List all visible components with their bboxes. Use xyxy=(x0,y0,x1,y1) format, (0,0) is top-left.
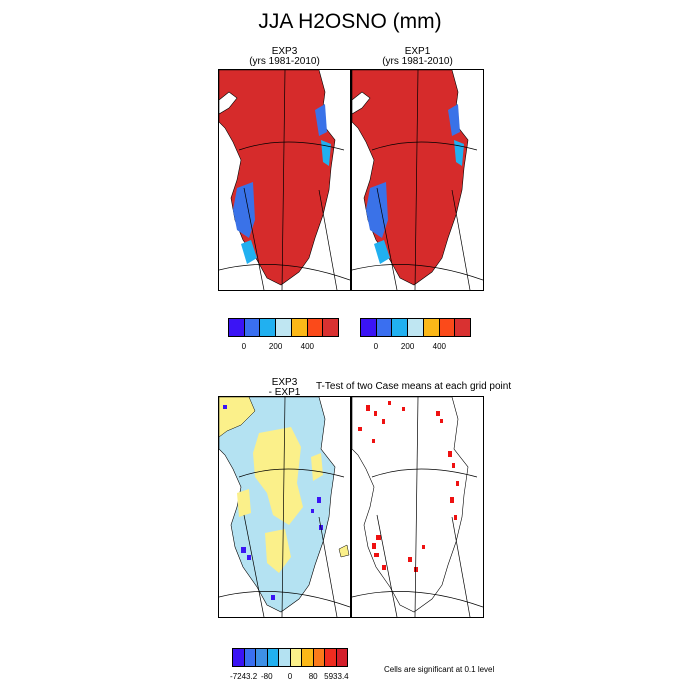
colorbar-exp1 xyxy=(360,318,471,337)
colorbar-exp1-labels: 0 200 400 xyxy=(360,342,471,352)
panel-exp3-line1: EXP3 xyxy=(271,46,298,57)
cb-diff-swatch-4 xyxy=(279,649,291,666)
significance-note: Cells are significant at 0.1 level xyxy=(384,665,495,674)
panel-diff-line1: EXP3 xyxy=(271,377,298,388)
cb-diff-swatch-0 xyxy=(233,649,245,666)
cb-exp3-swatch-4 xyxy=(291,319,308,336)
cb-diff-swatch-1 xyxy=(244,649,256,666)
panel-exp1-line1: EXP1 xyxy=(404,46,431,57)
diff-southern-patch xyxy=(265,529,291,573)
diff-east-patch xyxy=(311,453,323,481)
cb-diff-swatch-6 xyxy=(302,649,314,666)
cb-exp3-swatch-1 xyxy=(244,319,261,336)
cb-exp1-swatch-0 xyxy=(361,319,377,336)
cb-diff-swatch-5 xyxy=(290,649,302,666)
map-exp1 xyxy=(352,70,483,290)
cb-diff-label-zero: 0 xyxy=(287,672,293,681)
exp3-west-margin-blue xyxy=(233,182,255,238)
cb-exp1-swatch-5 xyxy=(439,319,456,336)
map-panel-ttest xyxy=(351,396,484,618)
cb-exp1-swatch-2 xyxy=(392,319,409,336)
cb-diff-label-80: 80 xyxy=(308,672,318,681)
map-panel-diff xyxy=(218,396,351,618)
exp1-snow-cover xyxy=(352,70,469,286)
cb-diff-swatch-2 xyxy=(256,649,268,666)
map-panel-exp1 xyxy=(351,69,484,291)
ttest-title: T-Test of two Case means at each grid po… xyxy=(316,381,512,392)
map-diff xyxy=(219,397,350,617)
panel-exp1-line2: (yrs 1981-2010) xyxy=(382,56,453,67)
cb-exp1-swatch-4 xyxy=(423,319,440,336)
exp3-snow-cover xyxy=(219,70,336,286)
ttest-graticule-lon xyxy=(376,397,471,617)
diff-central-patch xyxy=(253,427,303,525)
panel-diff-line2: - EXP1 xyxy=(268,387,301,398)
exp3-east-margin-blue xyxy=(315,104,327,136)
cb-exp1-label-0: 0 xyxy=(373,342,379,351)
cb-diff-swatch-9 xyxy=(336,649,347,666)
colorbar-diff xyxy=(232,648,348,667)
cb-diff-label-neg80: -80 xyxy=(261,672,273,681)
cb-diff-label-max: 5933.4 xyxy=(324,672,349,681)
cb-exp1-swatch-3 xyxy=(408,319,424,336)
exp3-graticule-lon xyxy=(243,70,338,290)
cb-exp1-swatch-1 xyxy=(376,319,393,336)
exp1-graticule-lon xyxy=(376,70,471,290)
cb-exp3-swatch-3 xyxy=(276,319,292,336)
colorbar-diff-labels: -7243.2 -80 0 80 5933.4 xyxy=(230,672,349,682)
exp3-west-margin-light xyxy=(241,240,257,264)
panel-title-diff: EXP3 - EXP1 xyxy=(218,378,351,398)
cb-exp3-swatch-5 xyxy=(307,319,324,336)
map-ttest xyxy=(352,397,483,617)
cb-exp1-label-200: 200 xyxy=(400,342,415,351)
panel-title-exp3: EXP3 (yrs 1981-2010) xyxy=(218,47,351,67)
cb-diff-swatch-8 xyxy=(325,649,337,666)
diff-northwest-coast xyxy=(219,397,256,438)
cb-exp3-label-200: 200 xyxy=(268,342,283,351)
exp1-east-margin-blue xyxy=(448,104,460,136)
panel-title-exp1: EXP1 (yrs 1981-2010) xyxy=(351,47,484,67)
exp1-west-margin-blue xyxy=(366,182,388,238)
cb-exp1-swatch-6 xyxy=(455,319,471,336)
cb-exp3-swatch-2 xyxy=(260,319,277,336)
exp1-northwest-coast xyxy=(352,91,371,115)
panel-exp3-line2: (yrs 1981-2010) xyxy=(249,56,320,67)
cb-exp3-label-400: 400 xyxy=(300,342,314,351)
cb-exp3-label-0: 0 xyxy=(241,342,247,351)
cb-exp1-label-400: 400 xyxy=(432,342,446,351)
map-exp3 xyxy=(219,70,350,290)
cb-diff-swatch-7 xyxy=(313,649,325,666)
cb-diff-label-min: -7243.2 xyxy=(230,672,258,681)
diff-graticule-lon xyxy=(243,397,338,617)
page-title: JJA H2OSNO (mm) xyxy=(258,10,442,33)
exp1-west-margin-light xyxy=(374,240,390,264)
cb-exp3-swatch-6 xyxy=(323,319,339,336)
map-panel-exp3 xyxy=(218,69,351,291)
cb-diff-swatch-3 xyxy=(267,649,279,666)
diff-east-island xyxy=(338,544,350,558)
diff-western-patch xyxy=(237,489,251,517)
ttest-coastline xyxy=(352,397,469,613)
cb-exp3-swatch-0 xyxy=(229,319,245,336)
colorbar-exp3 xyxy=(228,318,339,337)
colorbar-exp3-labels: 0 200 400 xyxy=(228,342,339,352)
exp3-northwest-coast xyxy=(219,91,238,115)
